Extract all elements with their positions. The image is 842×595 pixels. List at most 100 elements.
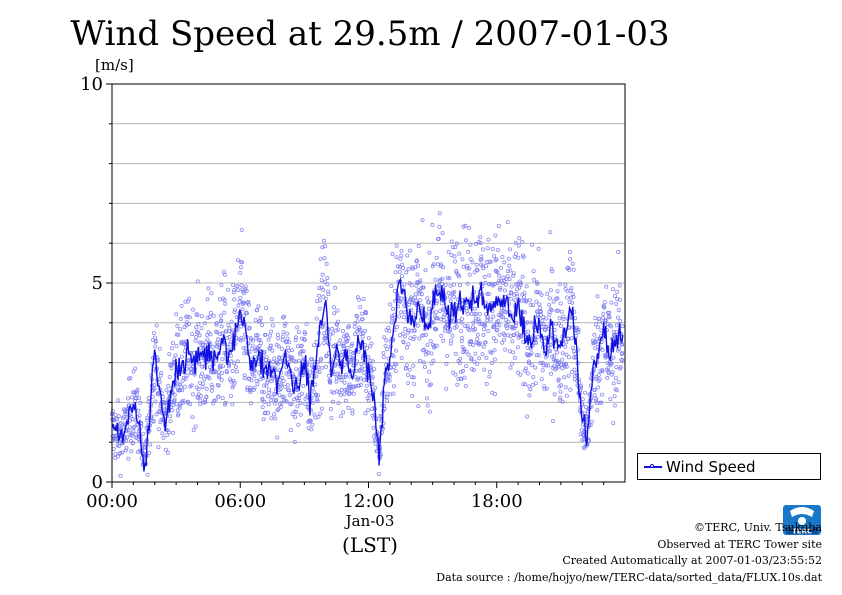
scatter-point (406, 267, 411, 272)
scatter-point (564, 393, 569, 398)
scatter-point (409, 375, 414, 380)
scatter-point (360, 311, 365, 316)
scatter-point (555, 289, 560, 294)
scatter-point (187, 315, 192, 320)
scatter-point (497, 332, 502, 337)
scatter-point (269, 416, 274, 421)
scatter-point (391, 391, 396, 396)
scatter-point (567, 249, 572, 254)
scatter-point (593, 346, 598, 351)
scatter-point (152, 386, 157, 391)
scatter-point (427, 250, 432, 255)
scatter-point (126, 456, 131, 461)
scatter-point (521, 382, 526, 387)
x-tick-label: 18:00 (471, 491, 523, 512)
scatter-point (512, 333, 517, 338)
scatter-point (242, 291, 247, 296)
scatter-point (519, 334, 524, 339)
scatter-point (499, 311, 504, 316)
scatter-point (367, 391, 372, 396)
scatter-point (151, 418, 156, 423)
scatter-point (335, 308, 340, 313)
scatter-point (238, 295, 243, 300)
scatter-point (432, 344, 437, 349)
scatter-point (120, 450, 125, 455)
scatter-point (518, 281, 523, 286)
scatter-point (495, 270, 500, 275)
scatter-point (439, 262, 444, 267)
scatter-point (354, 314, 359, 319)
scatter-point (513, 298, 518, 303)
scatter-point (332, 311, 337, 316)
scatter-point (135, 387, 140, 392)
scatter-point (356, 327, 361, 332)
scatter-point (433, 314, 438, 319)
scatter-point (330, 326, 335, 331)
scatter-point (457, 283, 462, 288)
scatter-point (159, 370, 164, 375)
scatter-point (566, 373, 571, 378)
scatter-point (377, 472, 382, 477)
scatter-point (491, 336, 496, 341)
scatter-point (510, 326, 515, 331)
scatter-point (224, 370, 229, 375)
scatter-point (417, 291, 422, 296)
scatter-point (483, 340, 488, 345)
scatter-point (539, 377, 544, 382)
scatter-point (234, 369, 239, 374)
scatter-point (147, 450, 152, 455)
scatter-point (424, 396, 429, 401)
scatter-point (129, 449, 134, 454)
scatter-point (326, 292, 331, 297)
scatter-point (232, 310, 237, 315)
scatter-point (536, 353, 541, 358)
scatter-point (497, 323, 502, 328)
scatter-point (495, 327, 500, 332)
scatter-point (474, 311, 479, 316)
scatter-point (322, 244, 327, 249)
scatter-point (528, 387, 533, 392)
scatter-point (156, 445, 161, 450)
scatter-point (443, 282, 448, 287)
scatter-point (620, 324, 625, 329)
x-tick-label: 12:00 (343, 491, 395, 512)
scatter-point (615, 297, 620, 302)
scatter-point (522, 310, 527, 315)
scatter-point (169, 346, 174, 351)
scatter-point (425, 403, 430, 408)
scatter-point (419, 292, 424, 297)
scatter-point (318, 411, 323, 416)
scatter-point (154, 323, 159, 328)
scatter-point (317, 293, 322, 298)
scatter-point (222, 402, 227, 407)
scatter-point (339, 378, 344, 383)
scatter-point (571, 267, 576, 272)
scatter-point (178, 327, 183, 332)
scatter-point (492, 357, 497, 362)
scatter-point (596, 325, 601, 330)
scatter-point (510, 339, 515, 344)
scatter-point (568, 288, 573, 293)
scatter-point (123, 448, 128, 453)
scatter-point (317, 306, 322, 311)
scatter-point (541, 322, 546, 327)
scatter-point (318, 356, 323, 361)
scatter-point (255, 382, 260, 387)
scatter-point (477, 321, 482, 326)
scatter-point (333, 362, 338, 367)
scatter-point (558, 395, 563, 400)
scatter-point (508, 365, 513, 370)
scatter-point (160, 431, 165, 436)
scatter-point (211, 313, 216, 318)
scatter-point (369, 369, 374, 374)
scatter-point (457, 360, 462, 365)
scatter-point (487, 374, 492, 379)
scatter-point (407, 281, 412, 286)
scatter-point (525, 320, 530, 325)
scatter-point (329, 415, 334, 420)
scatter-point (551, 299, 556, 304)
scatter-point (270, 323, 275, 328)
scatter-point (610, 370, 615, 375)
scatter-point (394, 243, 399, 248)
scatter-point (141, 431, 146, 436)
